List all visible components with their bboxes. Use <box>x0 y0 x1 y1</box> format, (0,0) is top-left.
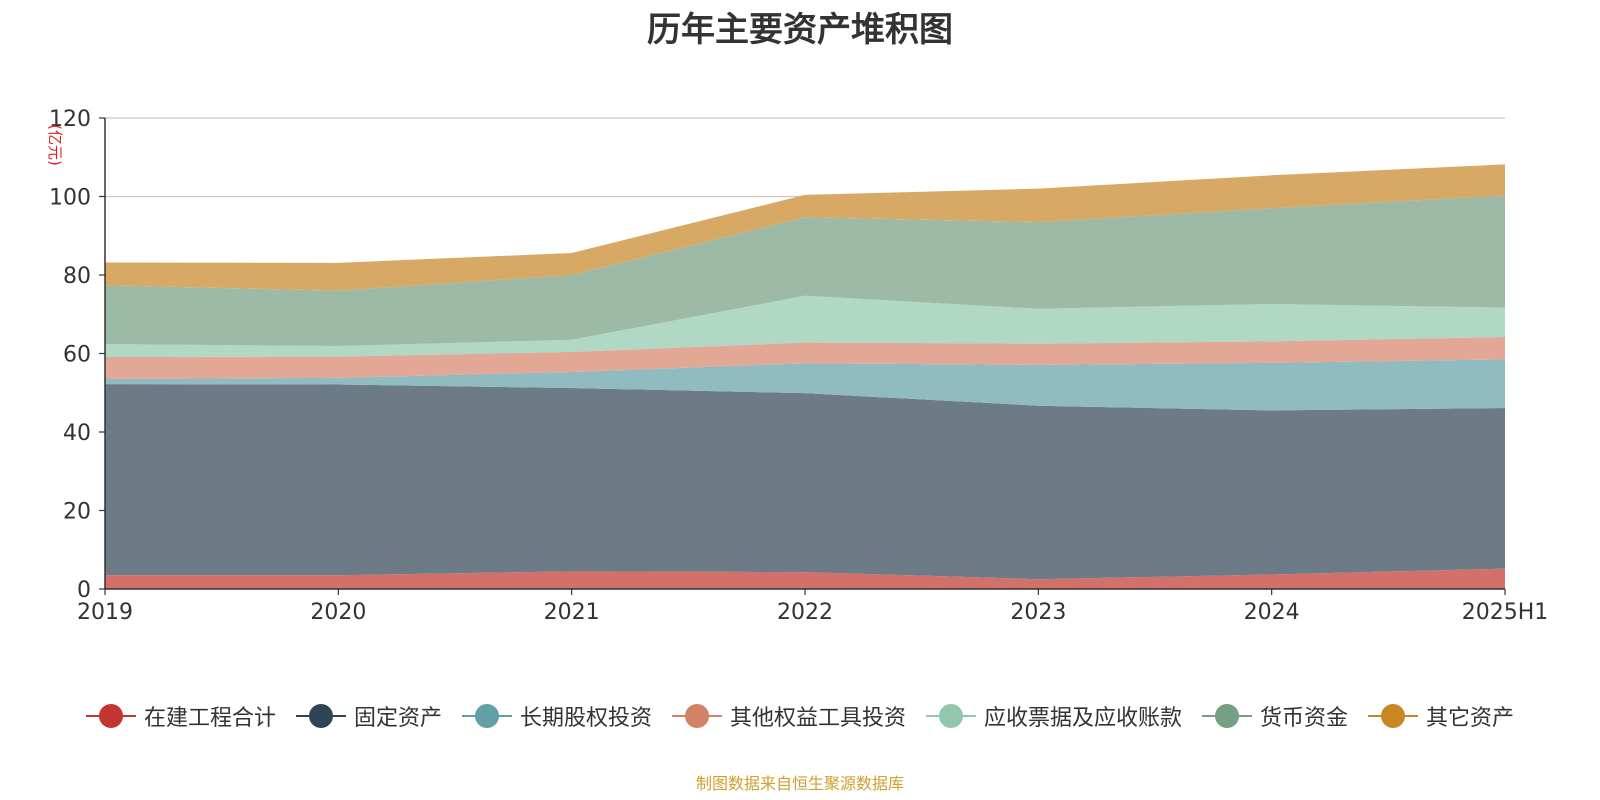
y-tick-label: 120 <box>49 107 91 132</box>
y-tick-labels: 0 20 40 60 80 100 120 <box>49 107 105 603</box>
legend-marker-icon <box>295 703 346 729</box>
legend-item[interactable]: 长期股权投资 <box>461 700 652 732</box>
x-tick-label: 2025H1 <box>1462 600 1549 625</box>
legend-marker-icon <box>926 703 976 729</box>
y-tick-label: 0 <box>77 578 91 603</box>
area-series[interactable] <box>105 359 1505 411</box>
x-tick-labels: 2019 2020 2021 2022 2023 2024 2025H1 <box>77 589 1548 625</box>
legend-item[interactable]: 固定资产 <box>295 700 442 732</box>
y-tick-label: 40 <box>63 421 91 446</box>
legend-label: 其它资产 <box>1426 706 1515 731</box>
area-series[interactable] <box>105 295 1505 358</box>
area-series[interactable] <box>105 337 1505 380</box>
x-tick-label: 2024 <box>1244 600 1300 625</box>
legend-item[interactable]: 其他权益工具投资 <box>671 700 906 732</box>
legend-item[interactable]: 货币资金 <box>1202 700 1348 732</box>
legend-label: 其他权益工具投资 <box>729 706 906 731</box>
legend-item[interactable]: 在建工程合计 <box>85 700 276 732</box>
area-series[interactable] <box>105 384 1505 580</box>
legend-marker-icon <box>461 703 512 729</box>
x-tick-label: 2019 <box>77 600 133 625</box>
source-note: 制图数据来自恒生聚源数据库 <box>695 774 904 793</box>
y-tick-label: 80 <box>63 264 91 289</box>
legend: 在建工程合计 固定资产 长期股权投资 其他权益工具投资 应收票据及应收账款 货币资金 其它资… <box>0 700 1600 732</box>
area-series[interactable] <box>105 568 1505 589</box>
legend-label: 长期股权投资 <box>519 706 652 731</box>
chart-title: 历年主要资产堆积图 <box>647 10 953 50</box>
y-tick-label: 60 <box>63 343 91 368</box>
legend-marker-icon <box>1202 703 1253 729</box>
y-tick-label: 20 <box>63 500 91 525</box>
legend-item[interactable]: 应收票据及应收账款 <box>926 700 1182 732</box>
legend-item[interactable]: 其它资产 <box>1368 700 1514 732</box>
stacked-area-chart: 0 20 40 60 80 100 120 2019 2020 2021 2022 2023 2024… <box>46 107 1548 625</box>
legend-label: 在建工程合计 <box>143 706 276 731</box>
legend-marker-icon <box>671 703 722 729</box>
x-tick-label: 2021 <box>544 600 600 625</box>
y-tick-label: 100 <box>49 186 91 211</box>
y-unit-label: (亿元) <box>46 124 64 166</box>
legend-marker-icon <box>85 703 136 729</box>
legend-marker-icon <box>1368 703 1419 729</box>
x-tick-label: 2020 <box>310 600 366 625</box>
area-series[interactable] <box>105 164 1505 291</box>
x-tick-label: 2023 <box>1010 600 1066 625</box>
area-series[interactable] <box>105 195 1505 347</box>
legend-label: 货币资金 <box>1260 706 1349 731</box>
area-series-group <box>105 164 1505 589</box>
x-tick-label: 2022 <box>777 600 833 625</box>
legend-label: 固定资产 <box>353 706 442 731</box>
legend-label: 应收票据及应收账款 <box>984 706 1183 731</box>
